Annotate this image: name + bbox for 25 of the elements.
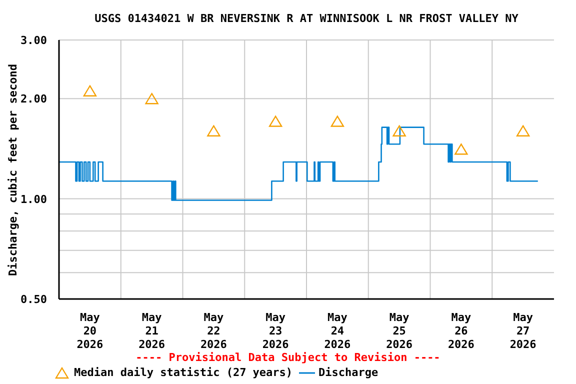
x-tick-label: May 24 2026 xyxy=(324,311,352,351)
point xyxy=(207,125,220,136)
x-tick-label: May 25 2026 xyxy=(386,311,413,351)
point xyxy=(330,116,344,127)
x-tick-label: May 20 2026 xyxy=(76,311,104,351)
point xyxy=(454,144,468,155)
point xyxy=(392,125,406,136)
point xyxy=(516,125,530,136)
y-tick-label: 1.00 xyxy=(20,192,47,206)
point xyxy=(145,93,158,104)
chart-title: USGS 01434021 W BR NEVERSINK R AT WINNISOOK L NR FROST VALLEY NY xyxy=(94,12,520,25)
x-tick-label: May 23 2026 xyxy=(262,311,290,351)
point xyxy=(268,116,282,127)
legend-label: Discharge xyxy=(318,366,378,379)
y-axis-title: Discharge, cubic feet per second xyxy=(6,64,20,276)
legend-label: Median daily statistic (27 years) xyxy=(73,366,293,379)
x-tick-label: May 26 2026 xyxy=(448,311,475,351)
point xyxy=(83,85,97,96)
text: ---- Provisional Data Subject to Revision ---- xyxy=(134,351,442,364)
x-tick-label: May 21 2026 xyxy=(138,311,166,351)
y-tick-label: 2.00 xyxy=(20,92,47,106)
y-tick-label: 3.00 xyxy=(20,34,47,47)
x-tick-label: May 22 2026 xyxy=(200,311,228,351)
x-tick-label: May 27 2026 xyxy=(510,311,537,351)
y-tick-label: 0.50 xyxy=(20,293,47,306)
